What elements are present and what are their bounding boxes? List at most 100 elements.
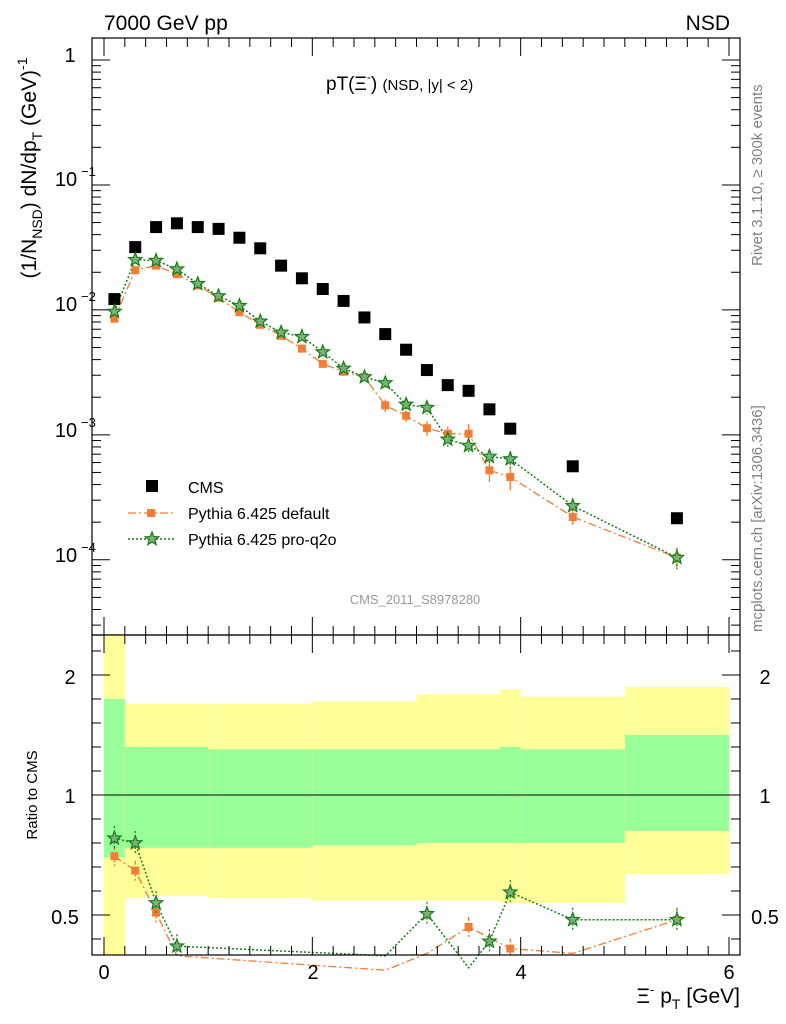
uncertainty-bands bbox=[104, 635, 729, 955]
inner-uncertainty-band bbox=[145, 747, 209, 848]
cms-point bbox=[108, 293, 121, 306]
cms-point bbox=[233, 231, 246, 244]
svg-text:Pythia 6.425 pro-q2o: Pythia 6.425 pro-q2o bbox=[188, 532, 337, 549]
pythia-pro-q2o-point bbox=[668, 548, 686, 565]
ratio-pro-q2o-point bbox=[168, 937, 186, 954]
cms-point bbox=[275, 259, 288, 272]
top-y-ticks bbox=[92, 59, 740, 626]
pythia-default-point bbox=[506, 472, 515, 481]
pythia-default-point bbox=[152, 261, 161, 270]
inner-uncertainty-band bbox=[104, 699, 125, 858]
pythia-default-point bbox=[235, 308, 244, 317]
pythia-default-point bbox=[318, 359, 327, 368]
cms-point bbox=[566, 460, 579, 473]
pythia-pro-q2o-point bbox=[335, 359, 352, 376]
ratio-pro-q2o-point bbox=[668, 911, 686, 927]
ratio-default-point bbox=[464, 923, 473, 931]
mc-lines bbox=[113, 258, 678, 559]
pythia-pro-q2o-point bbox=[397, 395, 415, 412]
pythia-pro-q2o-point bbox=[376, 374, 394, 390]
cms-point bbox=[129, 241, 142, 254]
ratio-pro-q2o-point bbox=[418, 905, 436, 921]
cms-point bbox=[295, 272, 308, 285]
x-axis-title: Ξ- pT [GeV] bbox=[636, 982, 740, 1012]
ratio-tick-right-2: 2 bbox=[759, 667, 770, 689]
x-tick-label-2: 2 bbox=[307, 962, 318, 984]
svg-text:10: 10 bbox=[55, 420, 77, 442]
ratio-pro-q2o-point bbox=[126, 834, 144, 851]
svg-text:10: 10 bbox=[55, 169, 77, 191]
process-label: NSD bbox=[686, 12, 730, 35]
inner-uncertainty-band bbox=[416, 749, 500, 843]
cms-point bbox=[170, 217, 183, 230]
pythia-default-point bbox=[297, 344, 306, 353]
rivet-version-text: Rivet 3.1.10, ≥ 300k events bbox=[749, 84, 766, 266]
ratio-default-point bbox=[506, 944, 515, 953]
pythia-pro-q2o-point bbox=[418, 399, 436, 415]
pythia-pro-q2o-point bbox=[168, 260, 186, 277]
svg-text:−4: −4 bbox=[81, 540, 96, 555]
svg-text:10: 10 bbox=[55, 294, 77, 316]
pythia-default-point bbox=[402, 411, 411, 420]
pythia-pro-q2o-point bbox=[502, 450, 519, 467]
pythia-pro-q2o-point bbox=[293, 328, 311, 344]
svg-text:10: 10 bbox=[55, 545, 77, 567]
legend-item-cms: CMS bbox=[146, 480, 224, 497]
pythia-pro-q2o-point bbox=[210, 287, 227, 304]
y-tick-label-1e-4: 10 −4 bbox=[55, 540, 96, 567]
cms-point bbox=[504, 422, 517, 435]
pythia-pro-q2o-line bbox=[113, 258, 678, 559]
ratio-tick-left-2: 2 bbox=[64, 667, 75, 689]
pythia-pro-q2o-point bbox=[231, 297, 248, 313]
cms-point bbox=[441, 379, 454, 392]
ratio-default-point bbox=[131, 866, 140, 875]
ratio-pro-q2o-point bbox=[481, 932, 498, 949]
pythia-pro-q2o-point bbox=[272, 323, 290, 340]
pythia-default-point bbox=[422, 424, 431, 433]
pythia-default-line bbox=[113, 264, 678, 559]
ratio-y-axis-title: Ratio to CMS bbox=[24, 750, 41, 839]
x-tick-label-0: 0 bbox=[98, 962, 109, 984]
ratio-pro-q2o-point bbox=[564, 911, 582, 927]
cms-point bbox=[462, 384, 475, 397]
cms-point bbox=[379, 328, 392, 341]
y-tick-label-1e-2: 10 −2 bbox=[55, 289, 96, 316]
svg-text:−1: −1 bbox=[81, 164, 96, 179]
pythia-pro-q2o-point bbox=[481, 447, 498, 464]
legend: CMS Pythia 6.425 default Pythia 6.425 pr… bbox=[128, 480, 337, 549]
pythia-default-point bbox=[568, 512, 577, 521]
data-points bbox=[106, 217, 686, 570]
y-tick-label-1e-3: 10 −3 bbox=[55, 415, 96, 442]
pythia-default-point bbox=[485, 466, 494, 475]
pythia-pro-q2o-point bbox=[147, 251, 165, 268]
x-ticks-bottom-panel bbox=[103, 635, 730, 955]
x-tick-label-4: 4 bbox=[515, 962, 526, 984]
inner-uncertainty-band bbox=[124, 747, 146, 848]
pythia-pro-q2o-point bbox=[252, 312, 269, 329]
legend-item-pythia-default: Pythia 6.425 default bbox=[128, 506, 330, 523]
pythia-pro-q2o-point bbox=[564, 497, 582, 513]
cms-point bbox=[316, 282, 329, 295]
cms-point bbox=[420, 364, 433, 377]
ratio-tick-right-1: 1 bbox=[759, 786, 770, 808]
inner-uncertainty-band bbox=[312, 749, 417, 846]
inner-uncertainty-band bbox=[624, 735, 729, 831]
legend-item-pythia-pro-q2o: Pythia 6.425 pro-q2o bbox=[128, 530, 337, 549]
cms-point bbox=[483, 403, 496, 416]
cms-point bbox=[400, 343, 413, 356]
svg-text:Pythia 6.425 default: Pythia 6.425 default bbox=[188, 506, 330, 523]
ratio-points bbox=[106, 826, 686, 955]
pythia-pro-q2o-point bbox=[356, 368, 373, 385]
cms-point bbox=[358, 311, 371, 324]
x-ticks-top-panel bbox=[103, 38, 730, 635]
pythia-default-point bbox=[381, 401, 390, 410]
pythia-pro-q2o-point bbox=[127, 251, 144, 267]
pythia-pro-q2o-point bbox=[314, 343, 331, 360]
cms-point bbox=[670, 512, 683, 525]
pythia-default-point bbox=[110, 314, 119, 323]
cms-point bbox=[337, 294, 350, 307]
pythia-default-point bbox=[172, 270, 181, 279]
pythia-pro-q2o-point bbox=[189, 275, 207, 291]
mcplots-credit-text: mcplots.cern.ch [arXiv:1306.3436] bbox=[749, 405, 766, 632]
